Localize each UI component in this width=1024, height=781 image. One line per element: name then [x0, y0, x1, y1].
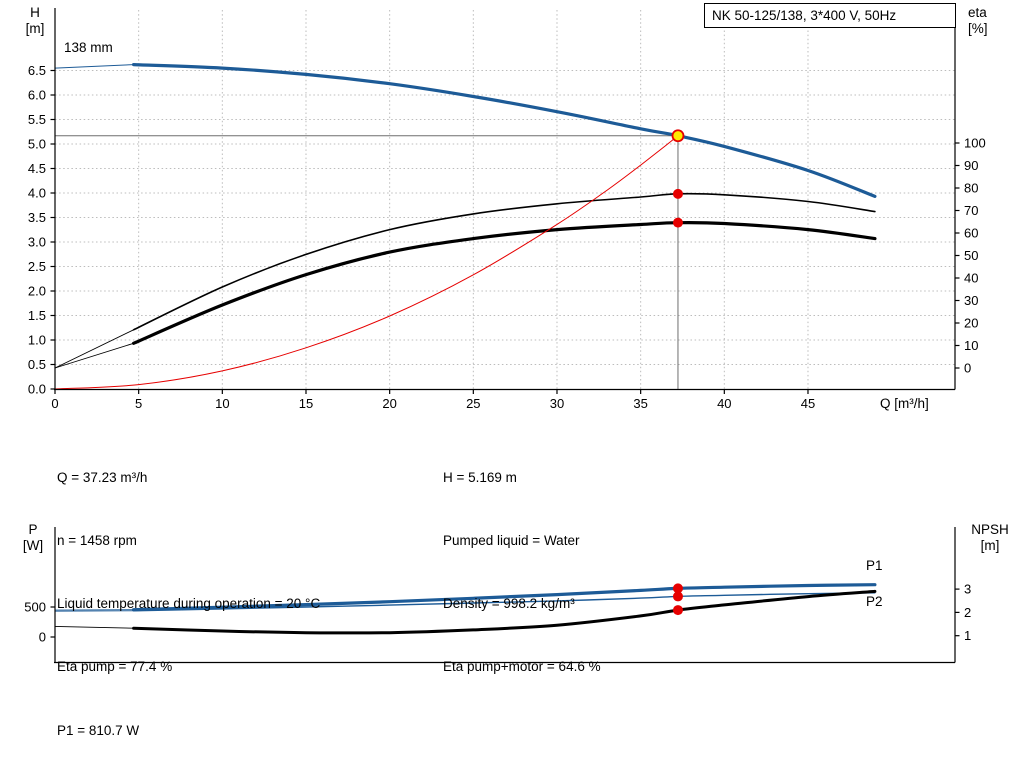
p2-duty-marker[interactable]: [672, 591, 683, 602]
impeller-diameter-label: 138 mm: [64, 40, 113, 55]
tick-label: 4.0: [28, 186, 46, 201]
duty-info-right-column: H = 5.169 m Pumped liquid = Water Densit…: [443, 425, 601, 719]
p1-curve: [132, 583, 877, 612]
duty-point-marker[interactable]: [671, 129, 685, 143]
system-curve: [54, 135, 679, 390]
tick-label: 80: [964, 181, 978, 196]
tick-label: 500: [24, 600, 46, 615]
tick-label: 1.0: [28, 333, 46, 348]
tick-label: 60: [964, 226, 978, 241]
info-line: Q = 37.23 m³/h: [57, 470, 148, 485]
pump-title: NK 50-125/138, 3*400 V, 50Hz: [712, 8, 897, 23]
info-line: Liquid temperature during operation = 20…: [57, 596, 321, 611]
tick-label: 10: [215, 396, 229, 411]
info-line: P1 = 810.7 W: [57, 723, 140, 738]
p1-duty-marker[interactable]: [672, 583, 683, 594]
tick-label: 20: [964, 316, 978, 331]
tick-label: 15: [299, 396, 313, 411]
tick-label: 1: [964, 628, 971, 643]
p2-curve: [132, 592, 876, 612]
p1-curve-label: P1: [866, 558, 883, 573]
tick-label: 5.5: [28, 112, 46, 127]
p2-curve-label: P2: [866, 594, 883, 609]
duty-info-left-column: Q = 37.23 m³/h n = 1458 rpm Liquid tempe…: [57, 425, 320, 719]
info-line: Eta pump = 77.4 %: [57, 659, 173, 674]
head-curve-138mm: [132, 62, 877, 198]
info-line: Pumped liquid = Water: [443, 533, 580, 548]
pump-title-box: NK 50-125/138, 3*400 V, 50Hz: [704, 3, 956, 28]
power-axis-title: P [W]: [22, 522, 44, 553]
tick-label: 0: [39, 630, 46, 645]
info-line: Density = 998.2 kg/m³: [443, 596, 575, 611]
tick-label: 3: [964, 582, 971, 597]
tick-label: 4.5: [28, 161, 46, 176]
info-line: Eta pump+motor = 64.6 %: [443, 659, 601, 674]
tick-label: 30: [550, 396, 564, 411]
npsh-curve: [132, 589, 877, 635]
tick-label: 5.0: [28, 137, 46, 152]
head-axis-title: H [m]: [25, 5, 45, 36]
tick-label: 20: [382, 396, 396, 411]
eta-pump-motor-curve: [132, 220, 877, 345]
tick-label: 3.0: [28, 235, 46, 250]
tick-label: 40: [964, 271, 978, 286]
tick-label: 5: [135, 396, 142, 411]
tick-label: 2.5: [28, 259, 46, 274]
eta-pump-curve: [132, 192, 876, 331]
tick-label: 1.5: [28, 308, 46, 323]
eta-pump-lead: [54, 329, 135, 369]
eta-pump-motor-lead: [54, 342, 135, 369]
tick-label: 90: [964, 158, 978, 173]
tick-label: 2: [964, 605, 971, 620]
npsh-duty-marker[interactable]: [672, 605, 683, 616]
npsh-axis-title: NPSH [m]: [971, 522, 1009, 553]
tick-label: 35: [633, 396, 647, 411]
tick-label: 6.0: [28, 88, 46, 103]
eta-axis-title: eta [%]: [968, 5, 988, 36]
flow-axis-title: Q [m³/h]: [880, 396, 929, 411]
tick-label: 2.0: [28, 284, 46, 299]
tick-label: 25: [466, 396, 480, 411]
tick-label: 30: [964, 293, 978, 308]
tick-label: 3.5: [28, 210, 46, 225]
tick-label: 40: [717, 396, 731, 411]
eta-pump-duty-marker[interactable]: [672, 188, 683, 199]
tick-label: 0: [964, 361, 971, 376]
info-line: H = 5.169 m: [443, 470, 517, 485]
info-line: n = 1458 rpm: [57, 533, 137, 548]
tick-label: 45: [801, 396, 815, 411]
tick-label: 0.5: [28, 357, 46, 372]
tick-label: 0: [51, 396, 58, 411]
tick-label: 50: [964, 248, 978, 263]
tick-label: 10: [964, 338, 978, 353]
tick-label: 6.5: [28, 63, 46, 78]
head-curve-lead: [54, 64, 135, 69]
tick-label: 0.0: [28, 382, 46, 397]
npsh-curve-lead: [54, 625, 135, 629]
tick-label: 70: [964, 203, 978, 218]
power-info-block: P1 = 810.7 W P2 = 676.5 W NPSH = 2.1 m M…: [57, 678, 358, 781]
tick-label: 100: [964, 136, 986, 151]
eta-pump-motor-duty-marker[interactable]: [672, 217, 683, 228]
